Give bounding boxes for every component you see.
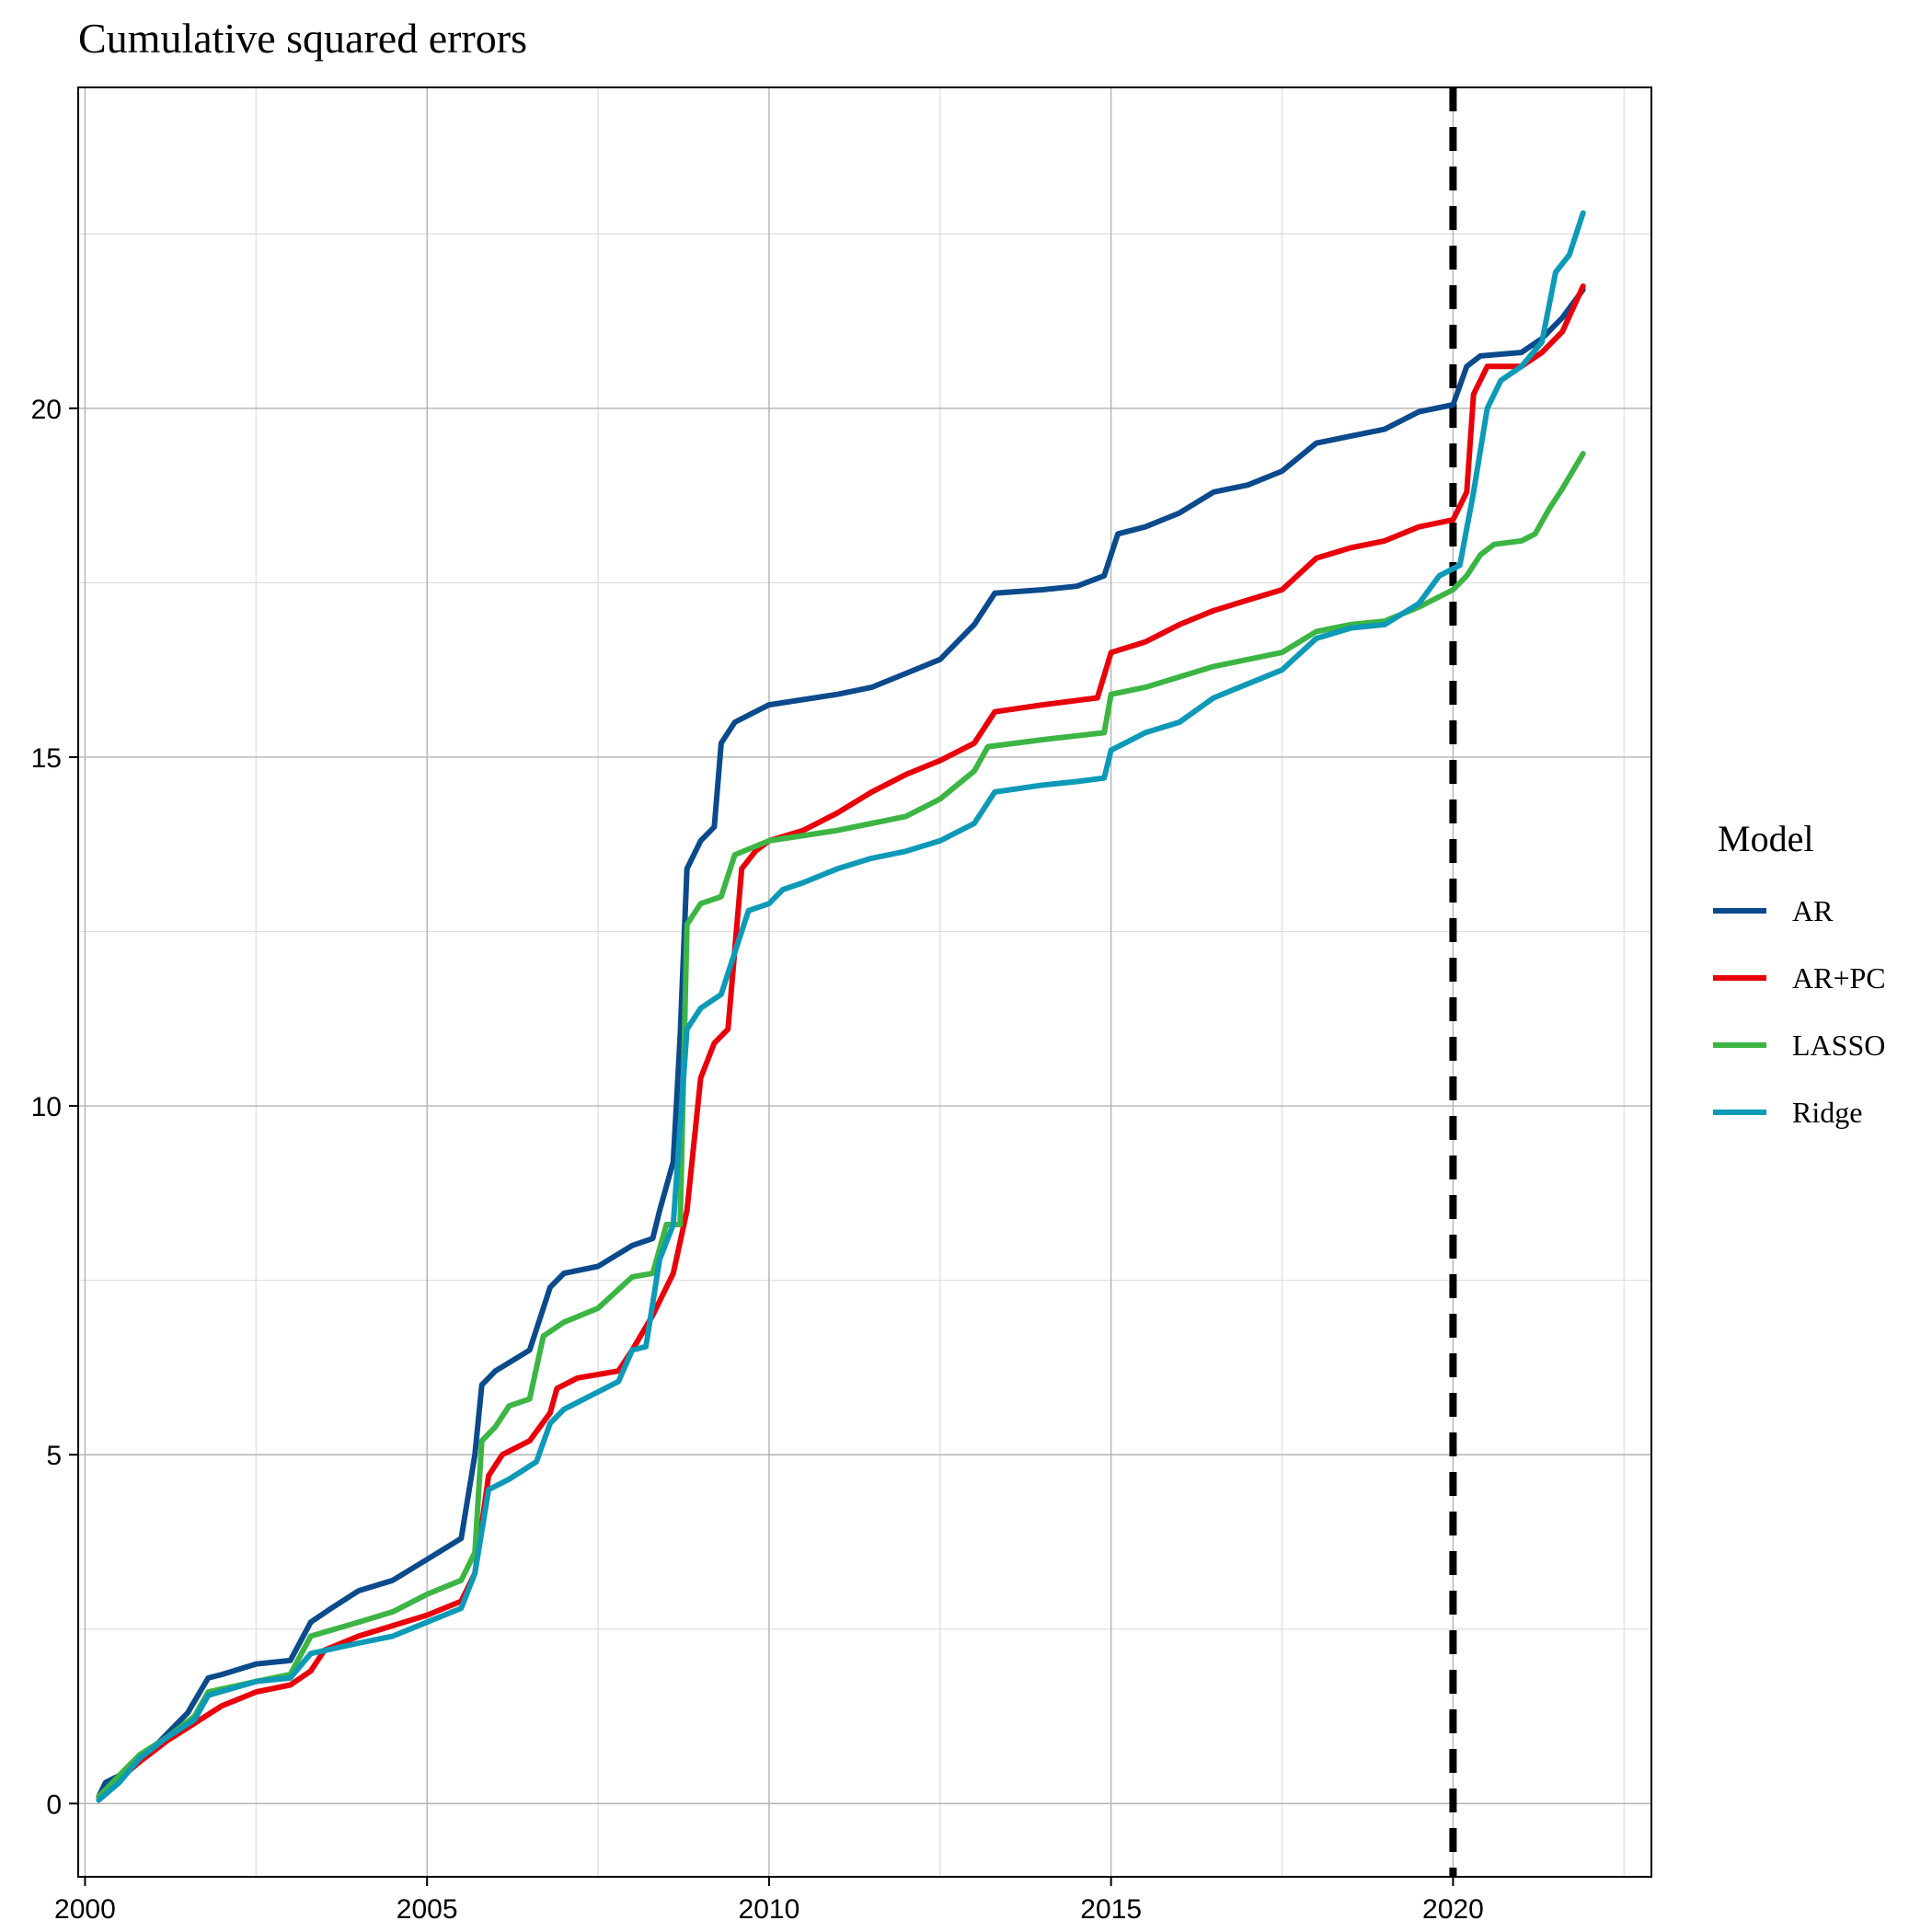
- x-tick-label: 2020: [1422, 1894, 1484, 1925]
- series-line-lasso: [96, 451, 1586, 1800]
- y-tick-label: 0: [46, 1789, 62, 1820]
- y-tick-label: 10: [31, 1092, 62, 1122]
- legend-items: AR AR+PC LASSO Ridge: [1713, 894, 1886, 1129]
- y-tick-label: 5: [46, 1441, 62, 1471]
- series-line-ar: [96, 286, 1586, 1800]
- legend-label-ar-pc: AR+PC: [1792, 961, 1886, 995]
- legend-label-ar: AR: [1792, 894, 1834, 927]
- grid: [78, 87, 1651, 1877]
- series-line-ridge: [96, 210, 1586, 1803]
- legend-label-lasso: LASSO: [1792, 1029, 1885, 1062]
- x-tick-label: 2000: [54, 1894, 116, 1925]
- chart-title: Cumulative squared errors: [78, 15, 527, 62]
- x-tick-label: 2015: [1080, 1894, 1142, 1925]
- y-tick-label: 15: [31, 743, 62, 774]
- y-tick-label: 20: [31, 395, 62, 425]
- x-axis: 2000 2005 2010 2015 2020: [54, 1877, 1484, 1925]
- legend-title: Model: [1718, 818, 1813, 859]
- plot-frame: [77, 86, 1652, 1878]
- legend-label-ridge: Ridge: [1792, 1096, 1862, 1129]
- y-axis: 0 5 10 15 20: [31, 395, 78, 1820]
- series-layer: [96, 210, 1586, 1803]
- legend: Model AR AR+PC LASSO Ridge: [1713, 818, 1886, 1129]
- series-line-ar-pc: [96, 283, 1586, 1800]
- x-tick-label: 2005: [397, 1894, 458, 1925]
- x-tick-label: 2010: [739, 1894, 800, 1925]
